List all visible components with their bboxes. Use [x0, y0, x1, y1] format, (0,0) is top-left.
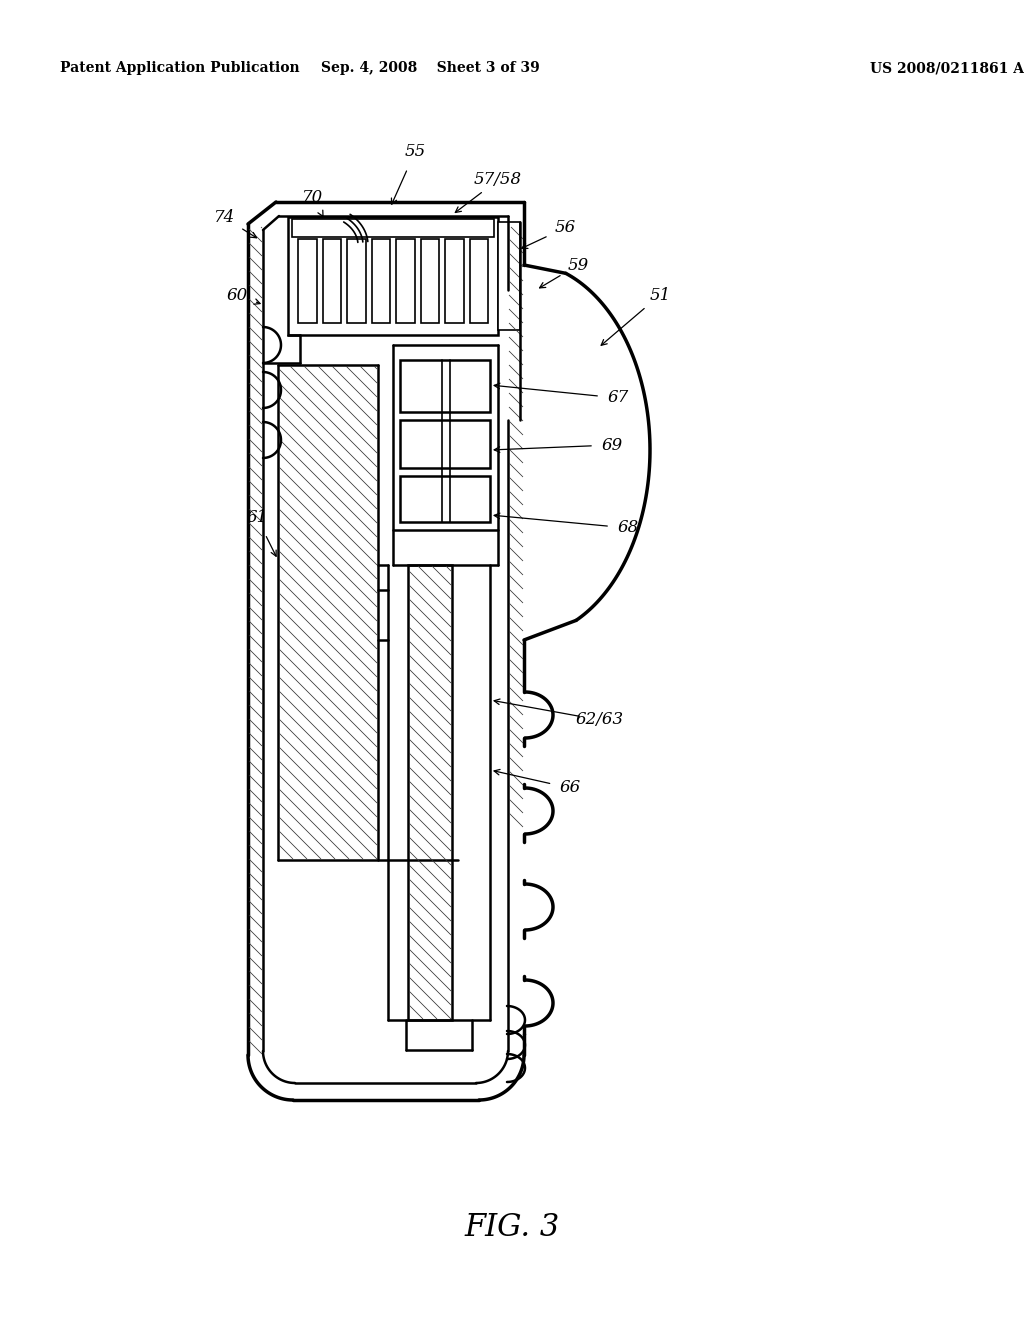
Text: 55: 55 — [404, 144, 426, 161]
Text: Patent Application Publication: Patent Application Publication — [60, 61, 300, 75]
Text: US 2008/0211861 A1: US 2008/0211861 A1 — [870, 61, 1024, 75]
Text: 59: 59 — [567, 256, 589, 273]
Bar — [372, 239, 390, 323]
Bar — [421, 239, 439, 323]
Bar — [292, 219, 494, 238]
Bar — [323, 239, 341, 323]
Bar — [400, 360, 490, 412]
Text: 60: 60 — [226, 286, 248, 304]
Text: 67: 67 — [607, 389, 629, 407]
Text: 68: 68 — [617, 520, 639, 536]
Bar — [445, 239, 464, 323]
Text: 51: 51 — [649, 286, 671, 304]
Text: 69: 69 — [601, 437, 623, 454]
Text: 61: 61 — [247, 510, 267, 527]
Bar — [498, 222, 520, 330]
Bar — [400, 477, 490, 521]
Bar — [298, 239, 316, 323]
Bar — [396, 239, 415, 323]
Bar — [400, 420, 490, 469]
Text: FIG. 3: FIG. 3 — [464, 1213, 560, 1243]
Bar — [469, 239, 488, 323]
Text: Sep. 4, 2008    Sheet 3 of 39: Sep. 4, 2008 Sheet 3 of 39 — [321, 61, 540, 75]
Text: 56: 56 — [554, 219, 575, 236]
Text: 70: 70 — [302, 190, 324, 206]
Bar — [288, 216, 498, 335]
Bar — [347, 239, 366, 323]
Text: 62/63: 62/63 — [575, 711, 624, 729]
Bar — [408, 565, 452, 1020]
Text: 74: 74 — [214, 210, 236, 227]
Text: 57/58: 57/58 — [474, 172, 522, 189]
Text: 66: 66 — [559, 780, 581, 796]
